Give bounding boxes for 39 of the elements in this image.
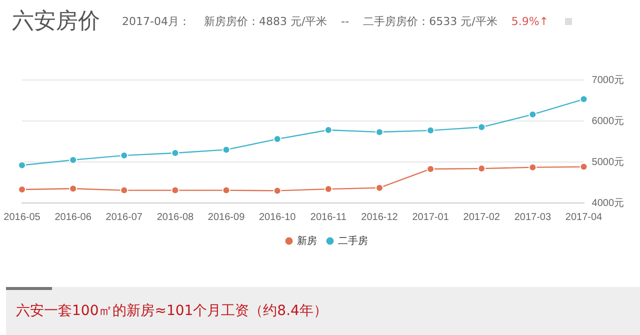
y-tick-label: 6000元 bbox=[592, 116, 624, 127]
x-tick-label: 2016-07 bbox=[106, 212, 143, 223]
x-tick-label: 2016-12 bbox=[361, 212, 398, 223]
text: -- bbox=[341, 14, 350, 28]
legend-label: 二手房 bbox=[338, 234, 368, 247]
x-tick-label: 2016-11 bbox=[310, 212, 347, 223]
x-tick-label: 2016-10 bbox=[258, 212, 296, 223]
point bbox=[120, 186, 128, 194]
point bbox=[222, 146, 230, 154]
x-tick-label: 2017-03 bbox=[514, 212, 552, 223]
point bbox=[580, 95, 588, 104]
point bbox=[426, 126, 435, 134]
point bbox=[273, 186, 282, 195]
x-tick-label: 2017-04 bbox=[565, 212, 603, 223]
text: 5.9%↑ bbox=[511, 14, 548, 28]
point bbox=[375, 184, 384, 192]
point bbox=[375, 128, 384, 136]
x-tick-label: 2017-01 bbox=[412, 212, 450, 223]
point bbox=[171, 186, 180, 194]
point bbox=[478, 123, 486, 132]
chart-title: 六安房价 bbox=[12, 8, 100, 36]
point bbox=[69, 184, 78, 193]
x-tick-label: 2016-09 bbox=[208, 212, 246, 223]
x-tick-label: 2017-02 bbox=[463, 212, 500, 223]
x-tick-label: 2016-05 bbox=[4, 212, 41, 223]
text: 新房房价：4883 元/平米 bbox=[204, 14, 328, 28]
point bbox=[580, 162, 588, 171]
x-tick-label: 2016-08 bbox=[156, 212, 194, 223]
point bbox=[222, 186, 230, 194]
y-tick-label: 7000元 bbox=[592, 74, 624, 86]
point bbox=[18, 161, 26, 170]
x-tick-label: 2016-06 bbox=[54, 212, 92, 223]
text: 六安一套100㎡的新房≈101个月工资（约8.4年） bbox=[16, 302, 328, 320]
y-tick-label: 5000元 bbox=[592, 156, 624, 168]
y-tick-label: 4000元 bbox=[592, 198, 624, 209]
point bbox=[528, 163, 537, 172]
text: 二手房房价：6533 元/平米 bbox=[363, 14, 498, 28]
text: 2017-04月： bbox=[122, 14, 190, 28]
legend-label: 新房 bbox=[297, 234, 317, 247]
